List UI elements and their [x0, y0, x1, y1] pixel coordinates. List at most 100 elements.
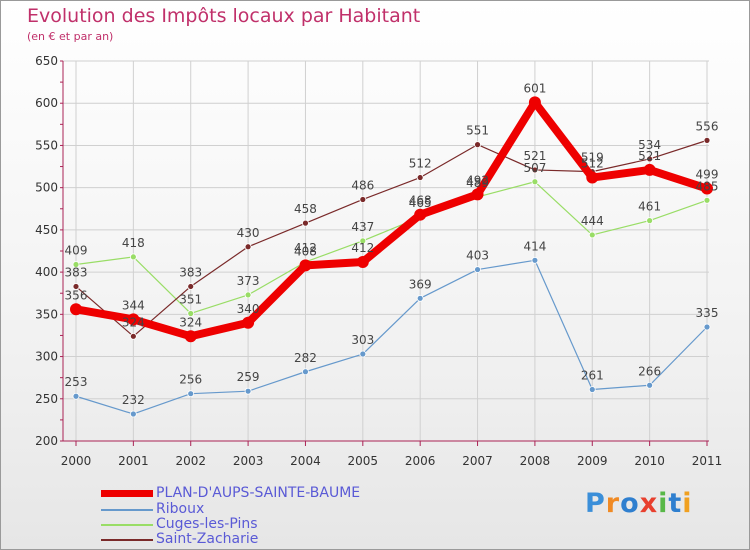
data-label-main: 408: [294, 244, 317, 258]
data-label-riboux: 403: [466, 249, 489, 263]
data-label-zacharie: 486: [351, 178, 374, 192]
data-label-main: 601: [523, 81, 546, 95]
y-tick-label: 500: [35, 181, 58, 195]
x-tick-label: 2004: [290, 454, 321, 468]
data-point-main: [586, 171, 599, 184]
data-point-riboux: [359, 350, 367, 358]
logo-letter: x: [639, 488, 659, 519]
data-point-zacharie: [416, 174, 424, 181]
data-label-cuges: 437: [351, 220, 374, 234]
data-point-main: [70, 303, 82, 316]
data-label-main: 499: [696, 168, 719, 182]
data-point-zacharie: [474, 141, 481, 149]
y-tick-label: 300: [35, 350, 58, 364]
y-tick-label: 400: [35, 265, 58, 279]
data-label-cuges: 485: [696, 179, 719, 193]
data-label-main: 521: [638, 149, 661, 163]
data-label-riboux: 253: [65, 375, 88, 389]
data-label-zacharie: 458: [294, 202, 317, 216]
x-tick-label: 2000: [61, 454, 92, 468]
data-label-riboux: 282: [294, 351, 317, 365]
data-label-cuges: 351: [179, 292, 202, 306]
data-label-cuges: 461: [638, 200, 661, 214]
data-label-zacharie: 556: [696, 119, 719, 133]
data-point-cuges: [588, 231, 596, 239]
data-label-zacharie: 521: [523, 149, 546, 163]
data-point-cuges: [703, 196, 711, 204]
legend-label-cuges: Cuges-les-Pins: [156, 516, 258, 532]
data-label-riboux: 335: [696, 306, 719, 320]
data-point-riboux: [187, 390, 195, 398]
data-label-main: 356: [65, 288, 88, 302]
logo-letter: o: [620, 488, 640, 519]
data-point-zacharie: [72, 283, 80, 290]
legend-swatch-main: [101, 490, 153, 497]
logo-letter: t: [668, 488, 683, 519]
data-point-riboux: [244, 387, 252, 395]
data-label-main: 340: [237, 302, 260, 316]
data-point-cuges: [646, 217, 654, 225]
data-point-zacharie: [302, 219, 309, 227]
data-label-zacharie: 383: [179, 265, 202, 279]
data-point-riboux: [531, 256, 539, 264]
legend-label-main: PLAN-D'AUPS-SAINTE-BAUME: [156, 485, 361, 501]
data-point-main: [127, 313, 140, 326]
series-line-zacharie: [75, 139, 708, 337]
x-tick-label: 2003: [233, 454, 264, 468]
legend-swatch-zacharie: [101, 539, 153, 541]
data-point-riboux: [474, 266, 481, 273]
data-label-riboux: 232: [122, 393, 145, 407]
legend-swatch-riboux: [101, 509, 153, 511]
data-point-zacharie: [359, 196, 367, 203]
data-label-zacharie: 383: [65, 265, 88, 279]
x-tick-label: 2008: [520, 454, 551, 468]
series-line-main: [72, 98, 711, 341]
logo-letter: i: [682, 488, 693, 519]
logo-letter: r: [605, 488, 621, 519]
data-label-riboux: 369: [409, 277, 432, 291]
data-point-cuges: [359, 237, 367, 245]
data-point-cuges: [72, 261, 80, 268]
chart-title: Evolution des Impôts locaux par Habitant: [27, 5, 421, 27]
data-label-cuges: 489: [466, 176, 489, 190]
series-line-riboux: [75, 259, 708, 415]
data-point-main: [528, 96, 541, 109]
x-tick-label: 2010: [634, 454, 665, 468]
data-point-zacharie: [129, 332, 137, 340]
logo-letter: P: [585, 488, 606, 519]
data-label-main: 492: [466, 173, 489, 187]
data-point-main: [471, 188, 484, 201]
data-label-main: 512: [581, 157, 604, 171]
proxiti-logo: Proxiti: [585, 488, 693, 519]
data-point-riboux: [302, 368, 309, 376]
data-point-riboux: [646, 381, 654, 389]
x-tick-label: 2011: [692, 454, 723, 468]
y-tick-label: 200: [35, 434, 58, 448]
data-point-zacharie: [646, 155, 654, 163]
data-label-riboux: 261: [581, 368, 604, 382]
x-tick-label: 2006: [405, 454, 436, 468]
data-label-cuges: 373: [237, 274, 260, 288]
data-point-cuges: [187, 310, 195, 317]
y-tick-label: 450: [35, 223, 58, 237]
data-label-riboux: 303: [351, 333, 374, 347]
y-tick-label: 650: [35, 54, 58, 68]
data-label-zacharie: 534: [638, 138, 661, 152]
data-point-riboux: [129, 410, 137, 418]
data-label-main: 468: [409, 194, 432, 208]
data-point-zacharie: [187, 283, 195, 290]
data-label-zacharie: 324: [122, 315, 145, 329]
data-label-riboux: 256: [179, 373, 202, 387]
y-tick-label: 600: [35, 96, 58, 110]
data-point-main: [356, 255, 369, 268]
data-label-main: 412: [351, 241, 374, 255]
data-label-riboux: 414: [523, 239, 546, 253]
data-point-main: [242, 316, 255, 329]
data-label-cuges: 418: [122, 236, 145, 250]
data-label-main: 324: [179, 315, 202, 329]
data-point-zacharie: [244, 243, 252, 251]
chart-subtitle: (en € et par an): [27, 30, 114, 43]
data-label-cuges: 444: [581, 214, 604, 228]
data-label-zacharie: 512: [409, 157, 432, 171]
